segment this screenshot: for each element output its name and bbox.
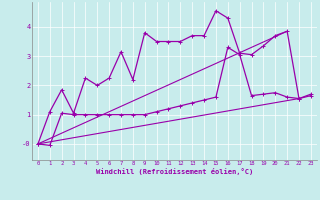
X-axis label: Windchill (Refroidissement éolien,°C): Windchill (Refroidissement éolien,°C) [96, 168, 253, 175]
